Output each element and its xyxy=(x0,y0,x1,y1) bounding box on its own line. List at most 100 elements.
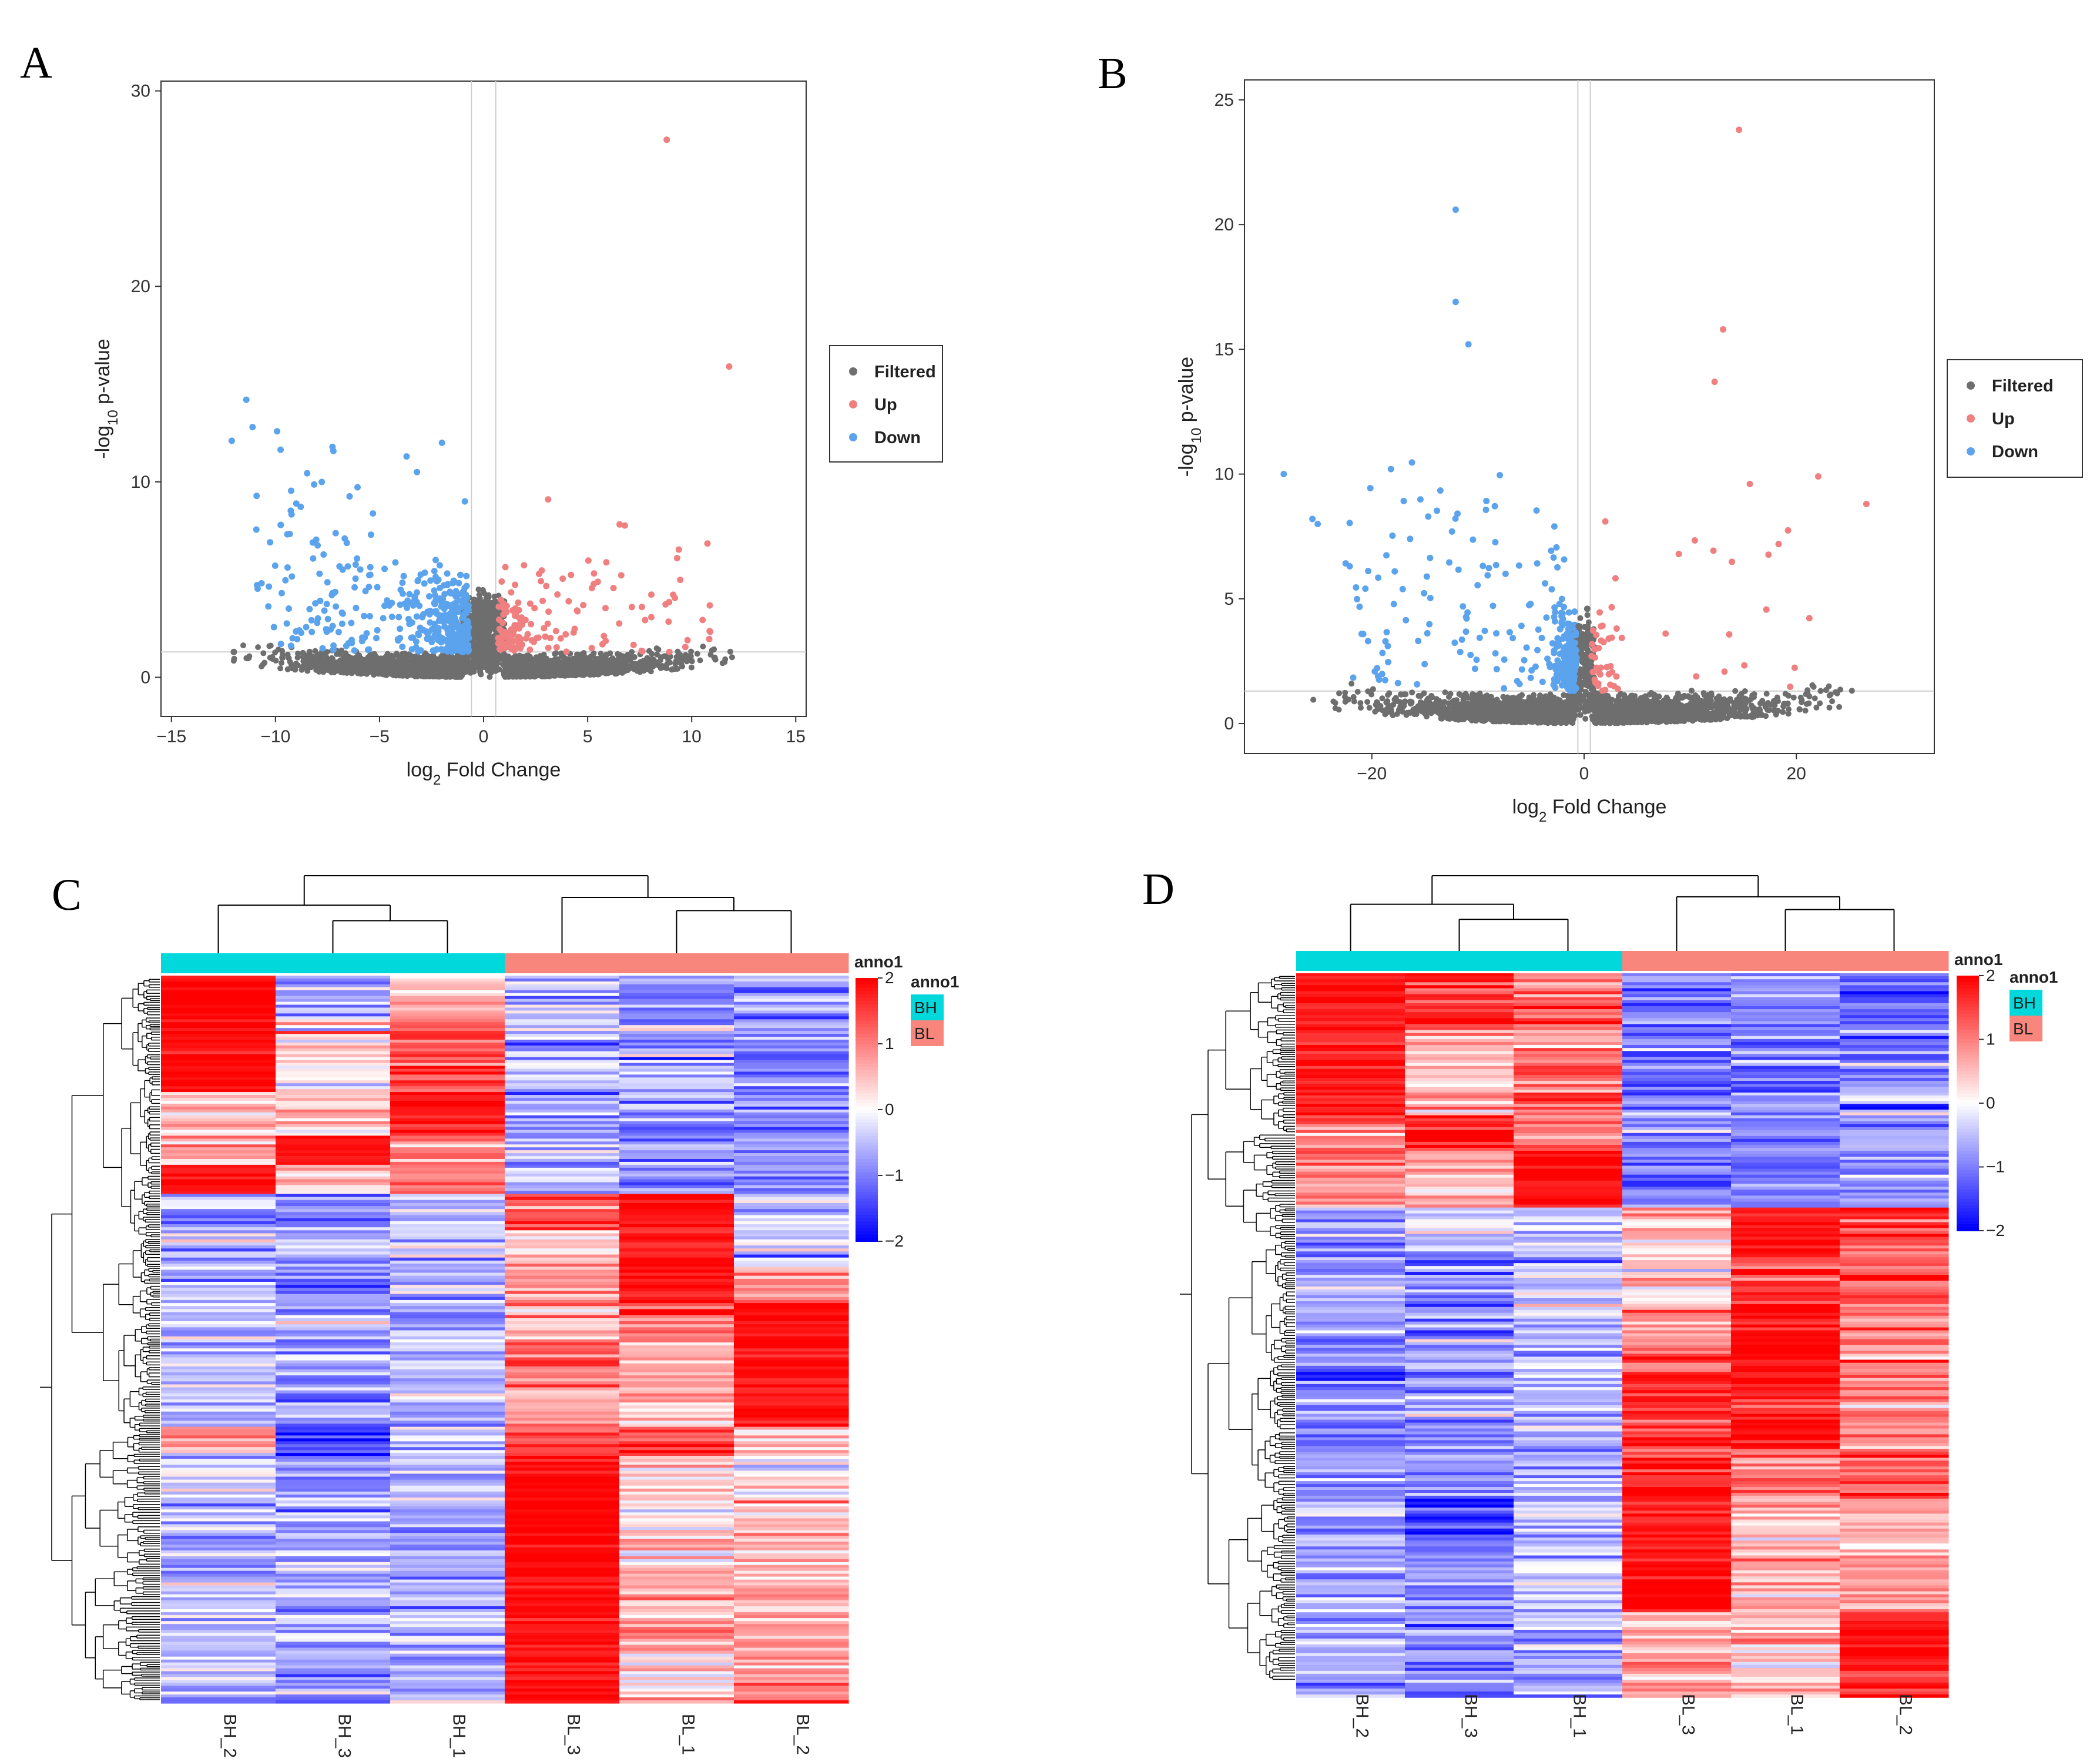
point-up xyxy=(675,546,682,553)
point-filtered xyxy=(388,664,395,671)
point-filtered xyxy=(467,661,473,668)
point-down xyxy=(271,562,279,569)
point-filtered xyxy=(231,655,237,662)
point-filtered xyxy=(682,652,689,658)
point-down xyxy=(457,624,464,631)
point-up xyxy=(571,625,578,632)
point-down xyxy=(254,585,261,592)
point-down xyxy=(341,535,348,542)
point-filtered xyxy=(547,671,553,677)
point-filtered xyxy=(568,658,575,664)
point-filtered xyxy=(294,654,301,661)
point-down xyxy=(441,623,448,630)
point-filtered xyxy=(649,651,655,657)
point-filtered xyxy=(388,652,394,659)
point-up xyxy=(599,641,606,648)
point-filtered xyxy=(300,655,307,661)
point-filtered xyxy=(1849,688,1855,694)
point-down xyxy=(338,609,345,616)
point-down xyxy=(403,453,410,460)
point-up xyxy=(508,589,515,596)
point-filtered xyxy=(502,656,508,663)
point-up xyxy=(545,608,552,615)
point-filtered xyxy=(454,655,461,662)
point-down xyxy=(343,642,350,649)
x-axis-title: log2 Fold Change xyxy=(1512,796,1667,825)
point-up xyxy=(531,605,538,612)
point-filtered xyxy=(688,648,695,655)
point-filtered xyxy=(506,667,512,674)
point-filtered xyxy=(572,664,578,671)
point-down xyxy=(344,563,351,570)
point-filtered xyxy=(377,656,384,662)
point-down xyxy=(454,642,461,649)
point-filtered xyxy=(521,654,528,660)
point-down xyxy=(461,644,468,651)
point-filtered xyxy=(471,668,477,675)
point-down xyxy=(432,557,439,564)
point-filtered xyxy=(476,638,482,644)
point-down xyxy=(265,603,272,610)
point-down xyxy=(438,439,445,446)
point-filtered xyxy=(484,641,490,648)
point-up xyxy=(512,637,519,644)
point-filtered xyxy=(487,611,494,618)
point-down xyxy=(308,628,316,635)
point-filtered xyxy=(593,661,600,668)
point-down xyxy=(304,470,311,477)
point-down xyxy=(415,577,422,584)
point-filtered xyxy=(307,655,314,662)
point-filtered xyxy=(479,606,485,612)
point-up xyxy=(533,635,540,642)
point-filtered xyxy=(243,655,250,661)
y-tick-label: 20 xyxy=(131,277,150,296)
point-up xyxy=(603,559,610,566)
point-filtered xyxy=(629,649,635,655)
point-down xyxy=(284,531,291,538)
point-up xyxy=(559,575,566,582)
point-filtered xyxy=(375,666,382,672)
point-filtered xyxy=(401,661,407,667)
y-tick-label: 5 xyxy=(1224,589,1234,609)
point-up xyxy=(552,628,559,635)
point-filtered xyxy=(481,633,487,639)
point-filtered xyxy=(673,654,680,660)
point-filtered xyxy=(526,665,533,671)
point-filtered xyxy=(459,670,465,676)
point-filtered xyxy=(439,664,445,670)
point-filtered xyxy=(655,646,662,653)
point-down xyxy=(414,468,421,475)
point-filtered xyxy=(1829,698,1836,705)
point-down xyxy=(454,633,461,640)
point-filtered xyxy=(694,651,700,657)
point-down xyxy=(445,630,452,637)
point-down xyxy=(438,615,445,622)
point-down xyxy=(352,575,359,582)
point-down xyxy=(435,625,442,632)
point-up xyxy=(677,577,684,584)
point-filtered xyxy=(266,643,273,649)
point-up xyxy=(545,496,552,503)
point-down xyxy=(439,598,446,605)
point-filtered xyxy=(578,654,584,660)
point-filtered xyxy=(501,672,508,678)
point-down xyxy=(278,589,285,597)
point-filtered xyxy=(316,656,322,663)
point-down xyxy=(424,635,431,642)
point-up xyxy=(665,618,672,625)
point-up xyxy=(585,557,592,564)
point-filtered xyxy=(578,672,584,678)
point-filtered xyxy=(537,653,544,659)
point-filtered xyxy=(1364,699,1371,705)
point-down xyxy=(444,637,451,644)
point-up xyxy=(704,540,711,547)
point-down xyxy=(451,619,458,626)
point-filtered xyxy=(711,654,718,661)
point-up xyxy=(662,601,669,608)
point-down xyxy=(314,619,321,627)
point-filtered xyxy=(1342,689,1348,696)
point-filtered xyxy=(553,650,559,656)
points-layer xyxy=(228,136,735,680)
point-down xyxy=(288,511,295,518)
